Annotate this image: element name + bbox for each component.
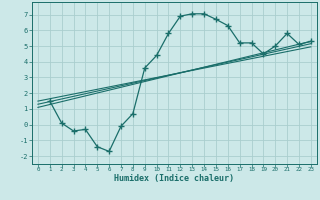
X-axis label: Humidex (Indice chaleur): Humidex (Indice chaleur) bbox=[115, 174, 234, 183]
